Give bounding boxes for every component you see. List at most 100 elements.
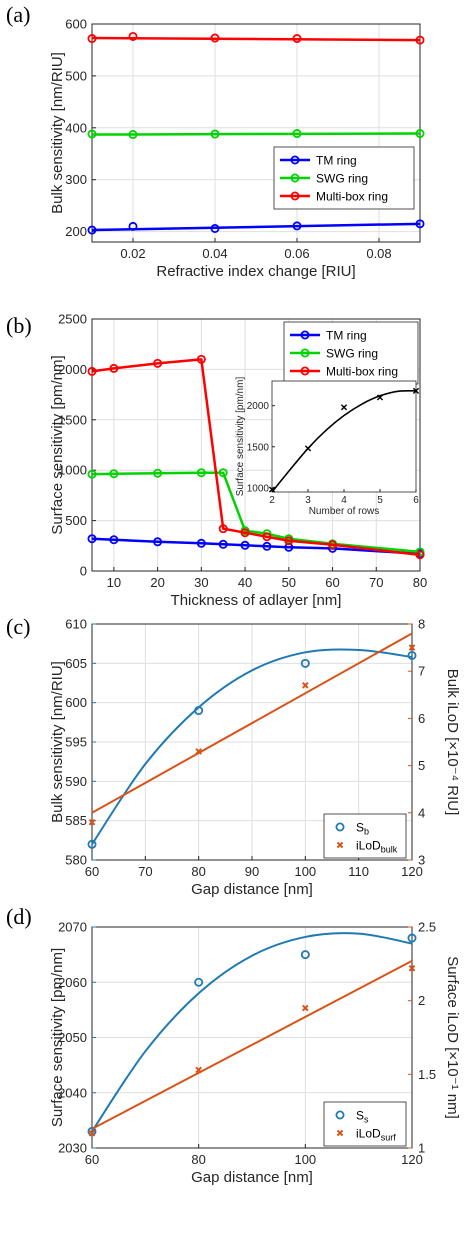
series-s-b: [87, 648, 417, 849]
inset-y-tick-label: 1000: [247, 483, 270, 494]
inset-chart: 2 3 4 5 6 1000 1500 2000 Number of rows Surface s…: [235, 377, 419, 517]
y-right-tick-label: 6: [418, 711, 425, 726]
data-point: [302, 1004, 309, 1012]
inset-data-point: [340, 404, 348, 411]
y-tick-label: 400: [65, 120, 87, 135]
panel-label-a: (a): [6, 2, 30, 27]
data-point: [407, 933, 417, 943]
data-point: [302, 682, 309, 689]
y-right-axis-label: Bulk iLoD [×10⁻⁴ RIU]: [444, 669, 461, 816]
data-point: [240, 528, 250, 538]
legend-label: Multi-box ring: [326, 365, 398, 379]
data-point: [292, 34, 302, 44]
inset-data-point: [376, 394, 384, 401]
inset-x-tick-label: 6: [413, 495, 419, 506]
plot-area: [91, 318, 421, 572]
data-point-stroke: [302, 682, 309, 689]
data-point: [194, 977, 204, 987]
x-tick-label: 20: [150, 575, 164, 590]
data-point: [109, 535, 119, 545]
y-axis-label: Bulk sensitivity [nm/RIU]: [49, 661, 66, 823]
y-axis-label: Surface sensitivity [pm/nm]: [49, 948, 66, 1127]
x-tick-label: 80: [191, 864, 205, 879]
y-tick-label: 200: [65, 224, 87, 239]
y-tick-label: 500: [65, 68, 87, 83]
inset-data-point: [304, 445, 312, 452]
chart-a: 0.02 0.04 0.06 0.08 200 300 400 500 600 Refractiv…: [49, 17, 425, 280]
legend: [323, 1101, 407, 1147]
y-right-tick-label: 2: [418, 993, 425, 1008]
data-point: [240, 540, 250, 550]
data-point: [87, 839, 97, 849]
x-tick-label: 0.06: [284, 246, 309, 261]
data-point: [415, 129, 425, 139]
data-point: [195, 748, 202, 755]
series-swg-ring: [87, 468, 425, 557]
legend: [323, 813, 407, 859]
fit-line: [91, 632, 413, 814]
inset-x-axis-label: Number of rows: [309, 506, 380, 517]
series-ilod-surf: [88, 960, 416, 1137]
legend-marker: [336, 841, 344, 849]
y-tick-label: 500: [65, 513, 87, 528]
y-right-tick-label: 5: [418, 758, 425, 773]
legend-marker: [336, 1129, 344, 1137]
series-line: [91, 36, 421, 42]
data-point: [128, 221, 138, 231]
x-tick-label: 120: [401, 1152, 423, 1167]
data-point-stroke: [195, 1066, 202, 1074]
data-point-stroke: [408, 644, 416, 651]
legend-label-subscript: surf: [381, 1133, 397, 1143]
y-tick-label: 580: [65, 853, 87, 868]
legend-marker: [300, 330, 310, 340]
data-point: [195, 1066, 202, 1074]
x-tick-label: 80: [413, 575, 427, 590]
legend-item: TM ring: [280, 154, 357, 168]
y-tick-label: 585: [65, 813, 87, 828]
legend-marker: [335, 1110, 345, 1120]
x-tick-label: 50: [282, 575, 296, 590]
data-point: [407, 650, 417, 660]
y-right-tick-label: 1: [418, 1141, 425, 1156]
data-point: [415, 550, 425, 560]
legend-marker: [300, 366, 310, 376]
y-tick-label: 2040: [58, 1085, 87, 1100]
legend-marker: [290, 191, 300, 201]
fit-curve: [91, 648, 413, 845]
plot-area: [91, 23, 421, 243]
inset-y-tick-label: 2000: [247, 401, 270, 412]
y-tick-label: 2050: [58, 1030, 87, 1045]
series-multi-box-ring: [87, 31, 425, 45]
data-point: [300, 658, 310, 668]
y-tick-label: 2060: [58, 975, 87, 990]
data-point: [262, 541, 272, 551]
data-point: [292, 129, 302, 139]
inset-data-point: [412, 387, 420, 394]
legend-marker: [300, 348, 310, 358]
data-point-stroke: [88, 818, 96, 826]
legend-marker: [290, 155, 300, 165]
data-point: [218, 524, 228, 534]
x-tick-label: 0.04: [202, 246, 227, 261]
data-point: [415, 547, 425, 557]
series-line: [91, 537, 421, 556]
y-tick-label: 1500: [58, 412, 87, 427]
inset-x-tick-label: 5: [377, 495, 383, 506]
inset-x-tick-label: 2: [269, 495, 275, 506]
chart-c: 60 70 80 90 100 110 120 580 585 590 595 600 605 610 Ga…: [49, 617, 461, 899]
chart-b: 10 20 30 40 50 60 70 80 0 500 1000 1500 2000 2500 Thic…: [49, 312, 427, 610]
x-tick-label: 30: [194, 575, 208, 590]
x-tick-label: 60: [325, 575, 339, 590]
x-axis-label: Gap distance [nm]: [191, 1169, 313, 1186]
data-point: [210, 33, 220, 43]
y-tick-label: 300: [65, 172, 87, 187]
data-point: [153, 468, 163, 478]
series-ilod-bulk: [88, 632, 416, 826]
data-point-stroke: [412, 387, 420, 394]
panel-label-c: (c): [6, 614, 30, 639]
data-point-stroke: [302, 1004, 309, 1012]
data-point: [87, 225, 97, 235]
data-point: [328, 540, 338, 550]
data-point: [87, 129, 97, 139]
x-tick-label: 0.08: [366, 246, 391, 261]
